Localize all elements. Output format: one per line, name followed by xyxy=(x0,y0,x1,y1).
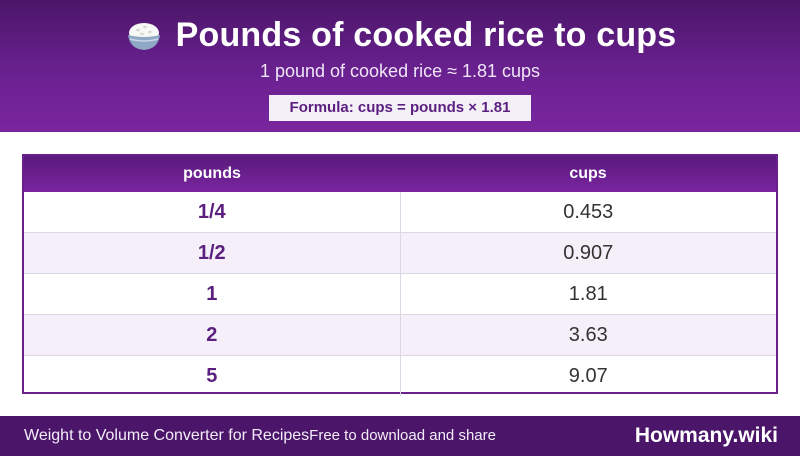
cups-cell: 0.907 xyxy=(400,232,776,274)
cups-cell: 9.07 xyxy=(568,364,608,387)
conversion-table: pounds cups 1/4 0.453 1/2 0.907 1 1.81 2… xyxy=(22,154,778,396)
formula-badge: Formula: cups = pounds × 1.81 xyxy=(269,95,531,121)
title-row: Pounds of cooked rice to cups xyxy=(0,14,800,56)
table-row: 2 3.63 xyxy=(24,314,776,356)
pounds-cell: 1 xyxy=(24,273,401,315)
pounds-cell: 1/4 xyxy=(24,192,401,233)
column-header-pounds: pounds xyxy=(183,165,241,182)
pounds-cell: 2 xyxy=(24,314,401,356)
table-row: 1/2 0.907 xyxy=(24,232,776,274)
footer-bar: Weight to Volume Converter for RecipesFr… xyxy=(0,416,800,456)
footer-caption: Weight to Volume Converter for RecipesFr… xyxy=(24,416,496,456)
cups-cell: 3.63 xyxy=(400,314,776,356)
table-row: 5 9.07 xyxy=(24,355,776,396)
pounds-cell: 5 xyxy=(24,355,401,396)
table-header-row: pounds cups xyxy=(24,156,776,192)
rice-bowl-icon xyxy=(127,23,160,50)
page-title: Pounds of cooked rice to cups xyxy=(175,16,677,54)
pounds-cell: 1/2 xyxy=(24,232,401,274)
brand-logo-text: Howmany.wiki xyxy=(634,424,778,447)
column-header-cups: cups xyxy=(569,165,607,182)
share-text: Free to download and share xyxy=(309,427,496,444)
header-banner: Pounds of cooked rice to cups 1 pound of… xyxy=(0,0,800,132)
table-row: 1/4 0.453 xyxy=(24,192,776,233)
table-row: 1 1.81 xyxy=(24,273,776,315)
cups-cell: 0.453 xyxy=(400,192,776,233)
converter-name: Weight to Volume Converter for Recipes xyxy=(24,427,310,444)
cups-cell: 1.81 xyxy=(400,273,776,315)
conversion-subtitle: 1 pound of cooked rice ≈ 1.81 cups xyxy=(259,61,541,81)
